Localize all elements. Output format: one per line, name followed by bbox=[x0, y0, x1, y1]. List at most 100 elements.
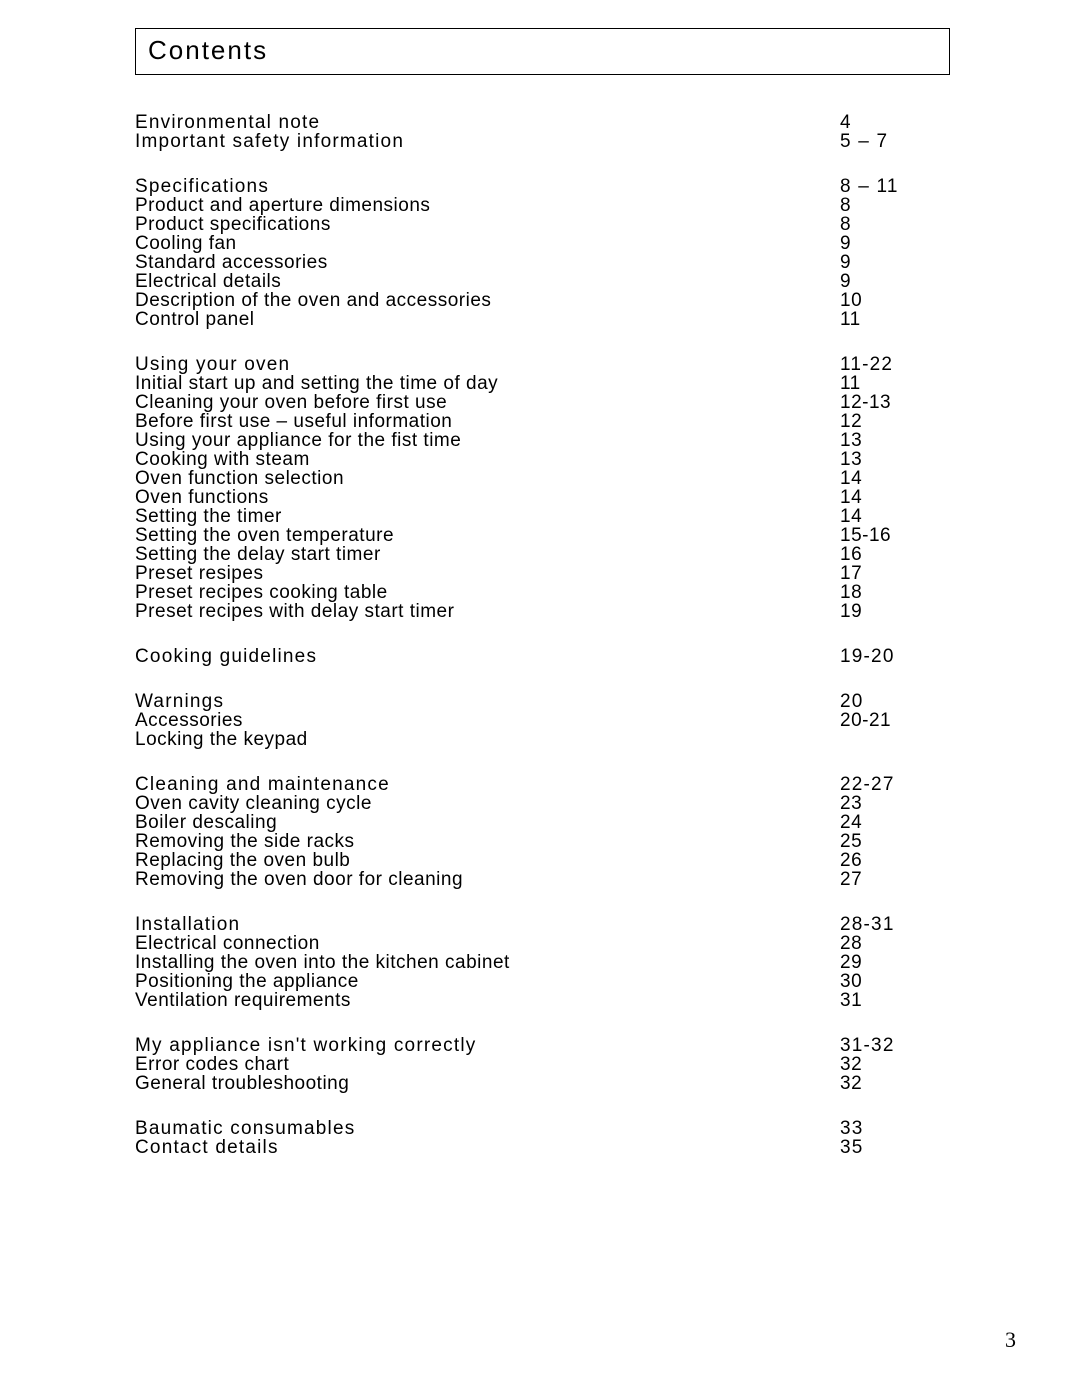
toc-row: Product specifications8 bbox=[135, 215, 950, 234]
toc-row: Removing the side racks25 bbox=[135, 832, 950, 851]
toc-row: My appliance isn't working correctly31-3… bbox=[135, 1036, 950, 1055]
toc-group: Warnings20Accessories20-21Locking the ke… bbox=[135, 692, 950, 749]
toc-page bbox=[840, 730, 950, 749]
toc-page: 8 bbox=[840, 215, 950, 234]
toc-row: Oven cavity cleaning cycle23 bbox=[135, 794, 950, 813]
toc-page: 33 bbox=[840, 1119, 950, 1138]
toc-row: Control panel11 bbox=[135, 310, 950, 329]
toc-page: 20 bbox=[840, 692, 950, 711]
toc-row: Before first use – useful information12 bbox=[135, 412, 950, 431]
toc-row: Preset resipes17 bbox=[135, 564, 950, 583]
toc-page: 9 bbox=[840, 272, 950, 291]
toc-row: Boiler descaling24 bbox=[135, 813, 950, 832]
toc-label: Removing the side racks bbox=[135, 832, 840, 851]
toc-label: Oven function selection bbox=[135, 469, 840, 488]
toc-group: Environmental note4Important safety info… bbox=[135, 113, 950, 151]
toc-row: Preset recipes with delay start timer19 bbox=[135, 602, 950, 621]
toc-page: 16 bbox=[840, 545, 950, 564]
toc-label: Using your oven bbox=[135, 355, 840, 374]
toc-label: Setting the oven temperature bbox=[135, 526, 840, 545]
toc-label: Installing the oven into the kitchen cab… bbox=[135, 953, 840, 972]
toc-row: Setting the oven temperature15-16 bbox=[135, 526, 950, 545]
toc-page: 29 bbox=[840, 953, 950, 972]
toc-page: 13 bbox=[840, 450, 950, 469]
toc-row: Removing the oven door for cleaning27 bbox=[135, 870, 950, 889]
toc-page: 28-31 bbox=[840, 915, 950, 934]
toc-page: 9 bbox=[840, 234, 950, 253]
toc-label: Using your appliance for the fist time bbox=[135, 431, 840, 450]
toc-row: Cooking with steam13 bbox=[135, 450, 950, 469]
title-box: Contents bbox=[135, 28, 950, 75]
toc-label: General troubleshooting bbox=[135, 1074, 840, 1093]
table-of-contents: Environmental note4Important safety info… bbox=[135, 113, 950, 1157]
toc-page: 5 – 7 bbox=[840, 132, 950, 151]
toc-page: 19 bbox=[840, 602, 950, 621]
page: Contents Environmental note4Important sa… bbox=[0, 0, 1080, 1397]
toc-row: Ventilation requirements31 bbox=[135, 991, 950, 1010]
toc-page: 28 bbox=[840, 934, 950, 953]
toc-row: Using your oven11-22 bbox=[135, 355, 950, 374]
toc-label: Before first use – useful information bbox=[135, 412, 840, 431]
toc-label: Error codes chart bbox=[135, 1055, 840, 1074]
toc-row: Important safety information5 – 7 bbox=[135, 132, 950, 151]
toc-page: 11-22 bbox=[840, 355, 950, 374]
toc-label: Positioning the appliance bbox=[135, 972, 840, 991]
toc-label: Product specifications bbox=[135, 215, 840, 234]
toc-row: Cooking guidelines19-20 bbox=[135, 647, 950, 666]
toc-label: Warnings bbox=[135, 692, 840, 711]
toc-label: Baumatic consumables bbox=[135, 1119, 840, 1138]
toc-label: Cooking with steam bbox=[135, 450, 840, 469]
toc-label: Description of the oven and accessories bbox=[135, 291, 840, 310]
toc-page: 18 bbox=[840, 583, 950, 602]
toc-row: Setting the delay start timer16 bbox=[135, 545, 950, 564]
toc-row: Product and aperture dimensions8 bbox=[135, 196, 950, 215]
toc-row: Oven function selection14 bbox=[135, 469, 950, 488]
toc-row: Oven functions14 bbox=[135, 488, 950, 507]
toc-row: Installing the oven into the kitchen cab… bbox=[135, 953, 950, 972]
toc-page: 17 bbox=[840, 564, 950, 583]
toc-row: Installation28-31 bbox=[135, 915, 950, 934]
toc-page: 27 bbox=[840, 870, 950, 889]
toc-row: Baumatic consumables33 bbox=[135, 1119, 950, 1138]
toc-row: Preset recipes cooking table18 bbox=[135, 583, 950, 602]
toc-group: Baumatic consumables33Contact details35 bbox=[135, 1119, 950, 1157]
toc-label: Cooking guidelines bbox=[135, 647, 840, 666]
toc-label: Cleaning your oven before first use bbox=[135, 393, 840, 412]
toc-page: 11 bbox=[840, 310, 950, 329]
toc-label: Standard accessories bbox=[135, 253, 840, 272]
toc-row: General troubleshooting32 bbox=[135, 1074, 950, 1093]
toc-label: Specifications bbox=[135, 177, 840, 196]
toc-label: Boiler descaling bbox=[135, 813, 840, 832]
toc-label: Contact details bbox=[135, 1138, 840, 1157]
toc-row: Environmental note4 bbox=[135, 113, 950, 132]
toc-page: 20-21 bbox=[840, 711, 950, 730]
page-title: Contents bbox=[148, 35, 268, 65]
toc-label: Accessories bbox=[135, 711, 840, 730]
toc-page: 32 bbox=[840, 1074, 950, 1093]
toc-page: 31 bbox=[840, 991, 950, 1010]
toc-row: Setting the timer14 bbox=[135, 507, 950, 526]
toc-row: Cleaning your oven before first use12-13 bbox=[135, 393, 950, 412]
toc-page: 31-32 bbox=[840, 1036, 950, 1055]
toc-label: Electrical connection bbox=[135, 934, 840, 953]
toc-label: Initial start up and setting the time of… bbox=[135, 374, 840, 393]
toc-page: 14 bbox=[840, 507, 950, 526]
toc-label: My appliance isn't working correctly bbox=[135, 1036, 840, 1055]
toc-page: 4 bbox=[840, 113, 950, 132]
toc-label: Ventilation requirements bbox=[135, 991, 840, 1010]
toc-page: 32 bbox=[840, 1055, 950, 1074]
toc-page: 19-20 bbox=[840, 647, 950, 666]
toc-row: Contact details35 bbox=[135, 1138, 950, 1157]
toc-label: Important safety information bbox=[135, 132, 840, 151]
toc-label: Locking the keypad bbox=[135, 730, 840, 749]
toc-page: 35 bbox=[840, 1138, 950, 1157]
toc-row: Electrical connection28 bbox=[135, 934, 950, 953]
toc-page: 24 bbox=[840, 813, 950, 832]
toc-row: Cleaning and maintenance22-27 bbox=[135, 775, 950, 794]
toc-label: Setting the delay start timer bbox=[135, 545, 840, 564]
toc-label: Oven cavity cleaning cycle bbox=[135, 794, 840, 813]
toc-page: 30 bbox=[840, 972, 950, 991]
toc-group: Cleaning and maintenance22-27Oven cavity… bbox=[135, 775, 950, 889]
toc-group: Using your oven11-22Initial start up and… bbox=[135, 355, 950, 621]
toc-label: Installation bbox=[135, 915, 840, 934]
